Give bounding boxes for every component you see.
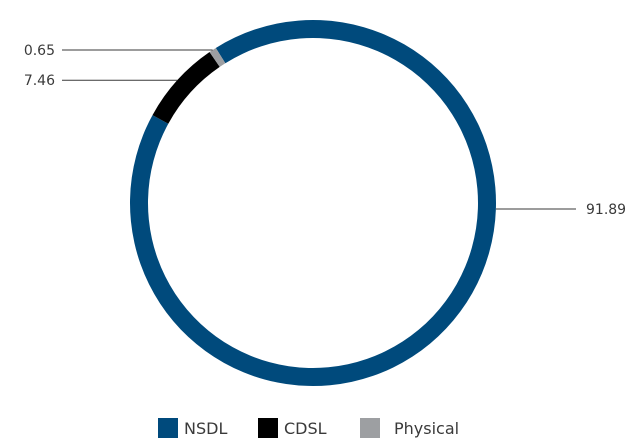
value-label-physical: 0.65 — [24, 43, 55, 59]
chart-legend: NSDL CDSL Physical — [158, 418, 459, 438]
legend-swatch-nsdl — [158, 418, 178, 438]
donut-slices — [129, 20, 497, 387]
legend-label-nsdl: NSDL — [184, 419, 227, 438]
slice-cdsl — [152, 52, 220, 124]
data-labels: 91.89 7.46 0.65 — [24, 43, 626, 218]
legend-label-physical: Physical — [394, 419, 459, 438]
legend-label-cdsl: CDSL — [284, 419, 327, 438]
legend-swatch-cdsl — [258, 418, 278, 438]
leader-lines — [62, 49, 576, 210]
value-label-cdsl: 7.46 — [24, 73, 55, 89]
legend-swatch-physical — [360, 418, 380, 438]
slice-physical — [209, 47, 226, 67]
value-label-nsdl: 91.89 — [586, 202, 626, 218]
